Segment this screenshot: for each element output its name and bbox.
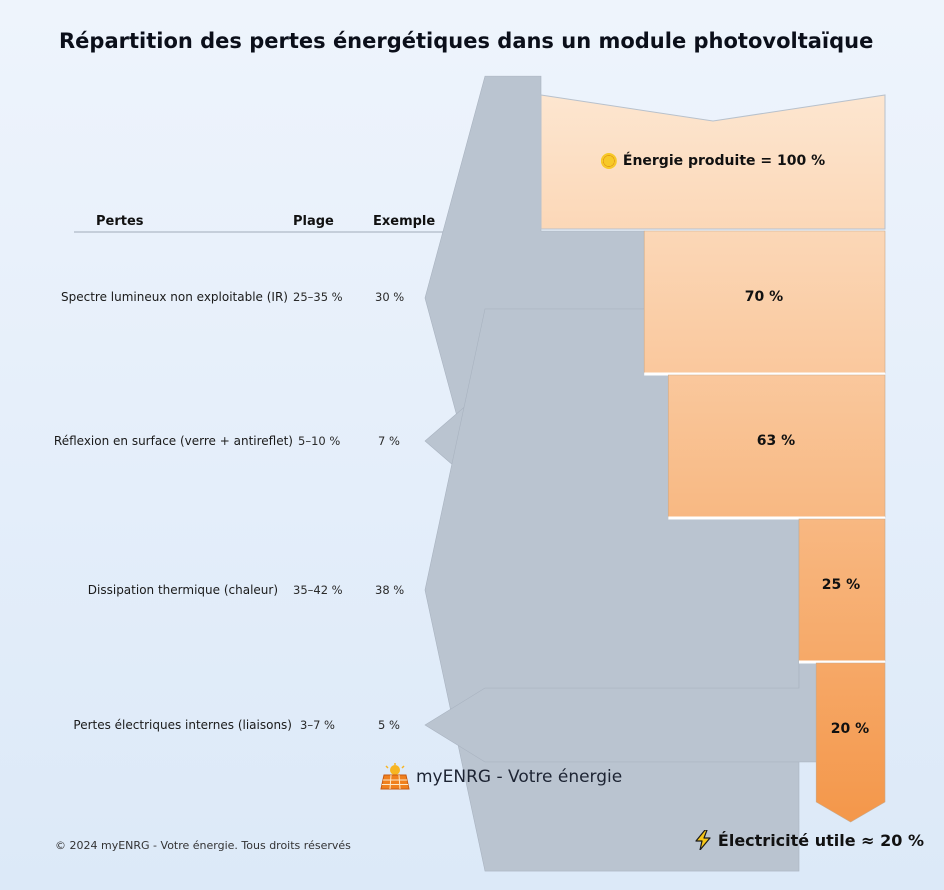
header-losses: Pertes	[96, 214, 144, 229]
loss-label-thermal: Dissipation thermique (chaleur)	[87, 583, 278, 597]
source-label: Énergie produite = 100 %	[600, 153, 826, 169]
remaining-value-3: 25 %	[821, 577, 861, 593]
header-range: Plage	[293, 214, 334, 229]
remaining-value-1: 70 %	[744, 289, 784, 305]
loss-range-ir: 25–35 %	[293, 290, 343, 304]
result-text: Électricité utile ≈ 20 %	[717, 830, 924, 850]
loss-label-reflection: Réflexion en surface (verre + antireflet…	[53, 434, 293, 448]
solar-panel-icon	[380, 763, 410, 790]
source-text: Énergie produite = 100 %	[622, 153, 826, 169]
loss-example-thermal: 38 %	[375, 583, 405, 597]
loss-range-electrical: 3–7 %	[300, 718, 335, 732]
header-example: Exemple	[373, 214, 436, 229]
brand-name: myENRG - Votre énergie	[416, 767, 623, 787]
remaining-value-2: 63 %	[756, 433, 796, 449]
source-flow-block	[540, 94, 886, 230]
loss-example-reflection: 7 %	[378, 434, 400, 448]
remaining-value-4: 20 %	[830, 721, 870, 737]
lightning-icon	[695, 830, 711, 850]
loss-example-ir: 30 %	[375, 290, 405, 304]
loss-example-electrical: 5 %	[378, 718, 400, 732]
brand: myENRG - Votre énergie	[380, 763, 622, 791]
remaining-flow-segment-4	[815, 662, 886, 823]
sun-icon	[600, 153, 617, 169]
loss-label-ir: Spectre lumineux non exploitable (IR)	[61, 290, 288, 304]
footer-copyright: © 2024 myENRG - Votre énergie. Tous droi…	[55, 839, 351, 852]
page-title: Répartition des pertes énergétiques dans…	[59, 29, 874, 53]
loss-label-electrical: Pertes électriques internes (liaisons)	[73, 718, 292, 732]
loss-range-thermal: 35–42 %	[293, 583, 343, 597]
result-label: Électricité utile ≈ 20 %	[694, 830, 924, 850]
loss-range-reflection: 5–10 %	[298, 434, 341, 448]
